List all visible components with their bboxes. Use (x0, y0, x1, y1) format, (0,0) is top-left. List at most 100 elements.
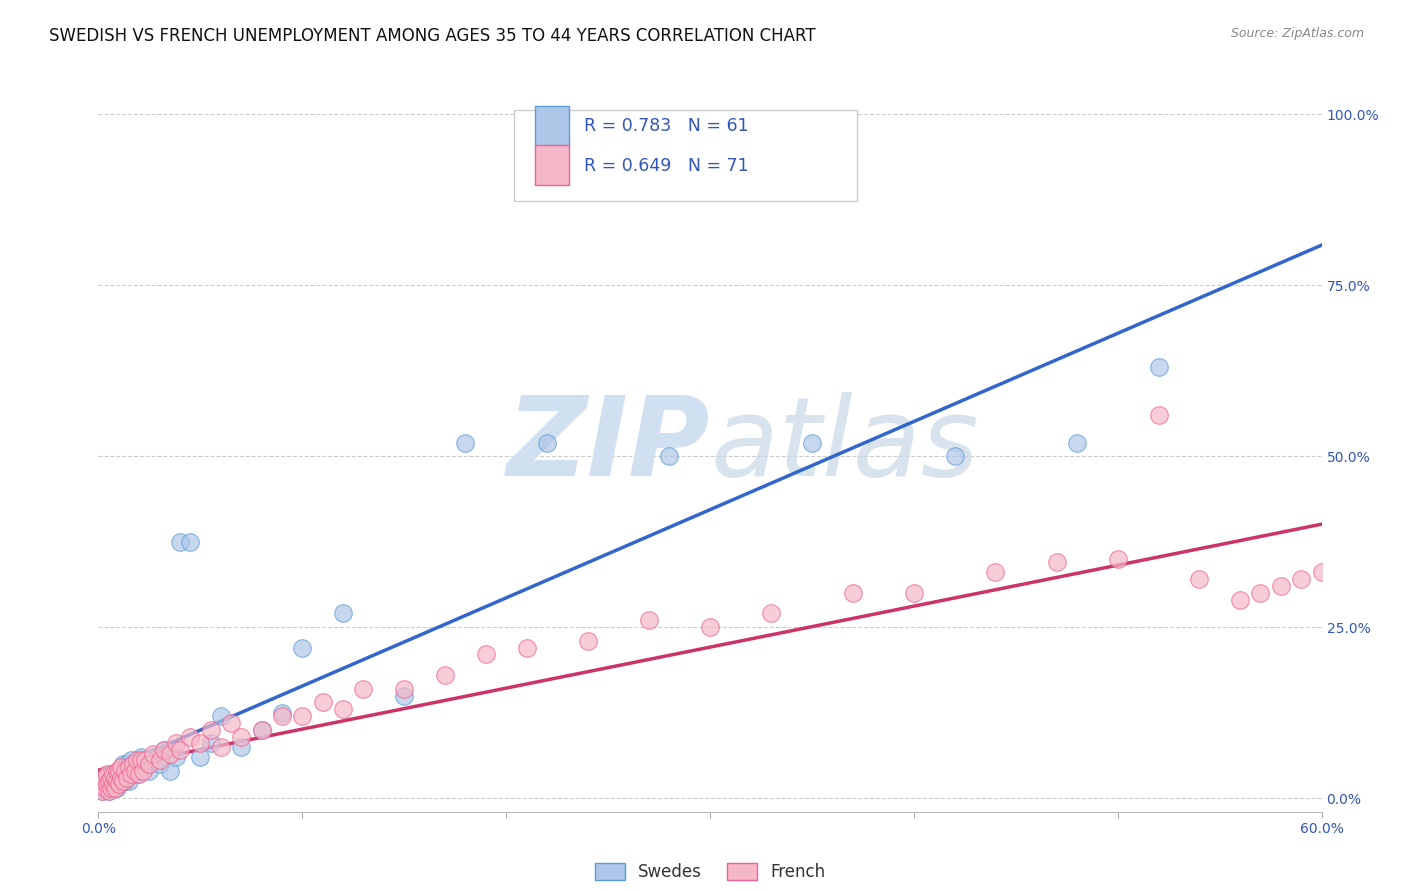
Point (1107, 551, 1129, 566)
Point (454, 435, 477, 450)
Point (138, 764, 160, 778)
Point (179, 534, 201, 549)
Point (138, 756, 160, 771)
Point (231, 730, 253, 744)
Point (1147, 409, 1170, 423)
Point (291, 640, 314, 655)
Point (312, 695, 335, 709)
Point (91, 784, 114, 798)
Point (1310, 566, 1333, 580)
Point (943, 449, 966, 463)
Point (122, 764, 145, 778)
Point (270, 709, 294, 723)
Point (1147, 360, 1170, 375)
Point (122, 756, 145, 771)
Point (110, 760, 132, 774)
Point (132, 760, 155, 774)
Point (1066, 435, 1088, 450)
Point (159, 747, 181, 761)
Point (134, 754, 156, 768)
Point (93, 771, 115, 785)
Point (127, 754, 149, 768)
Point (132, 764, 155, 778)
Point (801, 435, 824, 450)
Point (332, 702, 354, 716)
Point (124, 764, 146, 778)
Point (97, 777, 120, 791)
Point (91, 784, 114, 798)
Point (250, 723, 273, 737)
Point (115, 771, 138, 785)
Text: ZIP: ZIP (506, 392, 710, 500)
Point (250, 723, 273, 737)
Point (105, 771, 128, 785)
Point (179, 730, 201, 744)
Point (392, 689, 416, 703)
Point (658, 449, 681, 463)
Point (270, 706, 294, 720)
Text: Source: ZipAtlas.com: Source: ZipAtlas.com (1230, 27, 1364, 40)
Point (111, 756, 134, 771)
Point (127, 767, 149, 781)
Point (114, 764, 136, 778)
Text: R = 0.783   N = 61: R = 0.783 N = 61 (583, 118, 748, 136)
Point (699, 620, 721, 634)
Point (576, 633, 599, 648)
Point (142, 747, 165, 761)
Point (97, 771, 120, 785)
Point (120, 754, 142, 768)
Point (115, 756, 138, 771)
Point (93, 780, 115, 795)
Point (188, 736, 212, 750)
Legend: Swedes, French: Swedes, French (588, 856, 832, 888)
Point (209, 709, 232, 723)
Point (984, 566, 1007, 580)
Point (128, 764, 150, 778)
Point (841, 586, 863, 600)
Point (152, 743, 174, 757)
Point (124, 756, 146, 771)
Point (100, 780, 122, 795)
Point (118, 760, 141, 774)
Point (903, 586, 925, 600)
Point (96, 767, 118, 781)
Point (129, 750, 152, 764)
Point (120, 767, 142, 781)
Point (165, 736, 187, 750)
Text: atlas: atlas (710, 392, 979, 500)
Point (97, 784, 120, 798)
Point (97, 774, 120, 789)
Point (114, 774, 136, 789)
Point (110, 764, 132, 778)
Point (96, 777, 118, 791)
Point (118, 774, 141, 789)
Point (105, 780, 128, 795)
Point (129, 754, 152, 768)
Point (100, 771, 122, 785)
Point (104, 780, 127, 795)
Point (352, 681, 374, 696)
Point (159, 764, 181, 778)
Point (110, 771, 132, 785)
Point (200, 736, 222, 750)
Point (108, 764, 131, 778)
Point (96, 777, 118, 791)
Point (101, 777, 124, 791)
Point (474, 648, 498, 662)
Point (209, 739, 232, 754)
Point (516, 640, 538, 655)
FancyBboxPatch shape (536, 145, 569, 185)
Point (128, 767, 150, 781)
Point (101, 771, 124, 785)
Point (392, 681, 416, 696)
Point (110, 774, 132, 789)
Point (100, 767, 122, 781)
Point (93, 780, 115, 795)
Point (97, 784, 120, 798)
Point (188, 750, 212, 764)
Point (111, 774, 134, 789)
Point (200, 723, 222, 737)
Point (96, 774, 118, 789)
Point (101, 777, 124, 791)
Point (134, 754, 156, 768)
